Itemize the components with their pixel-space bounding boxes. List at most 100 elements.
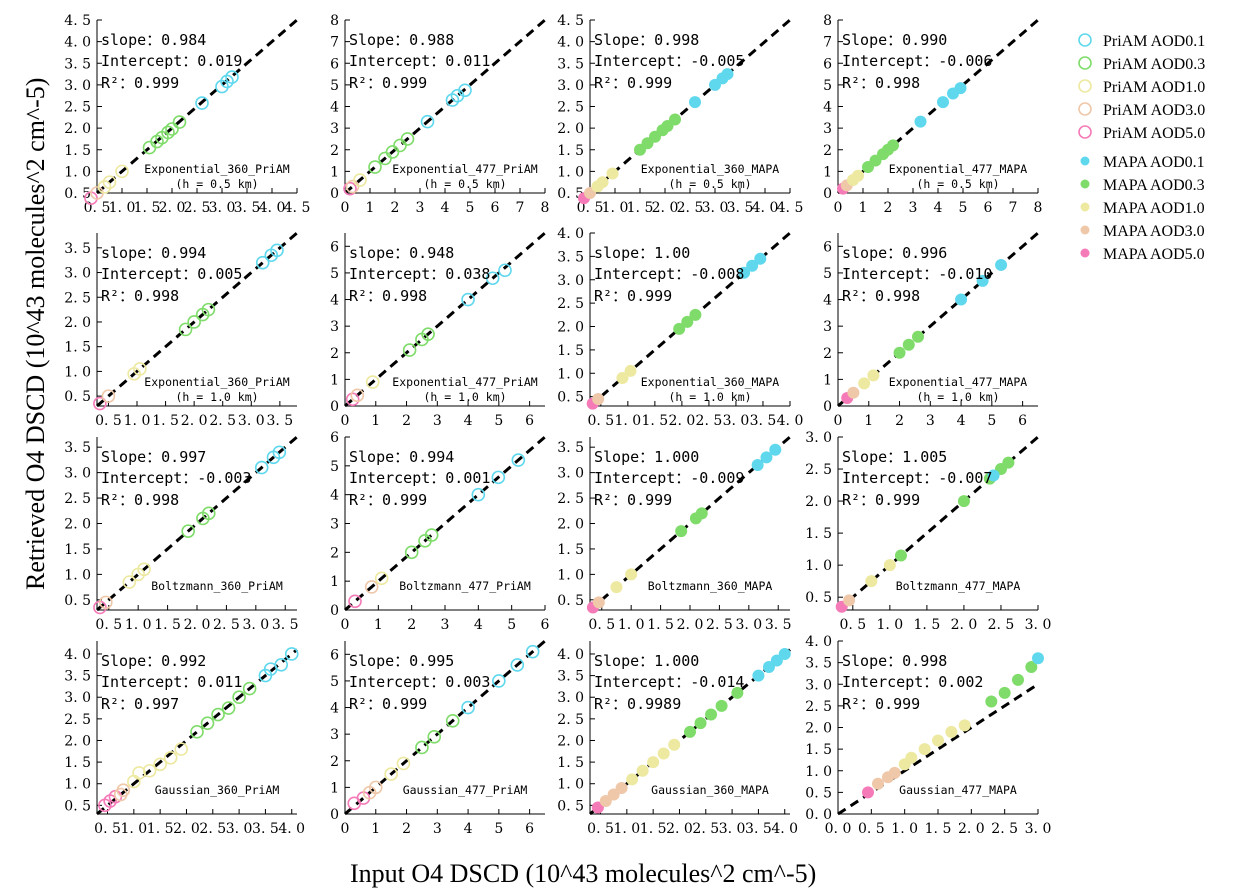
data-point — [754, 252, 767, 265]
slope-text: slope：0.984 — [101, 31, 206, 49]
y-tick-label: 2. 0 — [64, 121, 91, 137]
y-tick-label: 5 — [330, 674, 339, 690]
data-point — [932, 734, 944, 747]
intercept-text: Intercept：0.002 — [842, 673, 983, 691]
x-tick-label: 3. 0 — [242, 617, 269, 633]
x-tick-label: 4 — [464, 821, 473, 837]
y-tick-label: 2 — [823, 346, 832, 362]
y-tick-label: 3. 0 — [64, 690, 91, 706]
data-point — [606, 167, 619, 180]
panel-9: 0. 51. 01. 52. 02. 53. 03. 50. 5 1. 0 1. 5… — [64, 435, 299, 633]
panel-name: Gaussian_360_PriAM — [155, 783, 280, 797]
panel-14: 0 1 2 3 4 5 6 0 1 2 3 4 5 6 Slope：0.995 Intercept：0.003… — [330, 639, 546, 837]
data-point — [902, 338, 915, 351]
data-point — [894, 549, 907, 562]
y-tick-label: 5 — [330, 78, 339, 94]
y-tick-label: 3. 0 — [64, 78, 91, 94]
intercept-text: Intercept：-0.006 — [842, 52, 992, 70]
slope-text: Slope：1.000 — [594, 652, 699, 670]
data-point — [955, 293, 968, 306]
r2-text: R²：0.998 — [101, 491, 179, 509]
x-tick-label: 6 — [491, 200, 500, 216]
x-tick-label: 2 — [402, 821, 411, 837]
legend-label: MAPA AOD0.1 — [1103, 154, 1205, 171]
y-tick-label: 7 — [330, 35, 339, 51]
data-point — [525, 644, 540, 659]
y-tick-label: 1. 5 — [557, 755, 584, 771]
x-tick-label: 4. 5 — [284, 200, 311, 216]
x-tick-label: 4 — [474, 617, 483, 633]
data-point — [592, 392, 605, 405]
data-point — [270, 243, 284, 258]
data-point — [461, 700, 475, 715]
r2-text: R²：0.998 — [842, 74, 920, 92]
data-point — [163, 750, 178, 765]
x-tick-label: 3. 5 — [727, 200, 754, 216]
y-tick-label: 2. 0 — [805, 721, 832, 737]
r2-text: R²：0.999 — [594, 287, 672, 305]
x-tick-label: 6 — [525, 413, 534, 429]
x-tick-label: 4. 0 — [752, 200, 779, 216]
x-tick-label: 1. 0 — [876, 617, 903, 633]
data-point — [165, 122, 179, 136]
data-point — [751, 458, 764, 471]
y-tick-label: 6 — [330, 239, 339, 255]
panel-name: Exponential_477_PriAM — [392, 375, 537, 389]
legend-item: MAPA AOD0.1 — [1080, 154, 1205, 171]
legend-label: MAPA AOD3.0 — [1103, 223, 1205, 240]
x-tick-label: 3. 5 — [745, 821, 772, 837]
x-tick-label: 3. 0 — [735, 617, 762, 633]
data-point — [492, 674, 506, 688]
y-tick-label: 1. 5 — [64, 340, 91, 356]
y-tick-label: 2. 5 — [805, 699, 832, 715]
panel-name: Exponential_360_MAPA — [641, 375, 780, 389]
x-tick-label: 3 — [441, 617, 450, 633]
y-tick-label: 3. 0 — [557, 690, 584, 706]
x-tick-label: 1 — [859, 200, 868, 216]
x-tick-label: 2. 0 — [958, 821, 985, 837]
y-tick-label: 3 — [823, 121, 832, 137]
data-point — [945, 725, 958, 738]
x-tick-label: 1. 5 — [152, 413, 179, 429]
data-point — [591, 801, 604, 814]
data-point — [133, 362, 147, 376]
y-tick-label: 3. 5 — [557, 56, 584, 72]
legend-marker — [1078, 79, 1092, 93]
data-point — [862, 786, 874, 799]
data-point — [254, 460, 269, 475]
data-point — [368, 160, 382, 174]
data-point — [161, 125, 175, 140]
x-tick-label: 0 — [341, 617, 350, 633]
slope-text: Slope：0.998 — [594, 31, 699, 49]
y-tick-label: 0. 5 — [557, 593, 584, 609]
r2-text: R²：0.999 — [842, 695, 920, 713]
data-point — [187, 315, 201, 329]
y-tick-label: 2. 5 — [64, 491, 91, 507]
x-tick-label: 1. 0 — [120, 821, 147, 837]
data-point — [887, 139, 899, 152]
x-tick-label: 1. 5 — [642, 413, 669, 429]
data-point — [625, 568, 638, 581]
panel-16: 0. 0 0. 5 1. 0 1. 5 2. 0 2. 5 3. 0 3. 5 4. 0 0. 0… — [805, 634, 1051, 837]
y-tick-label: 4 — [823, 293, 832, 309]
panel-name: Boltzmann_360_MAPA — [648, 579, 773, 593]
panel-12: 0. 5 1. 0 1. 5 2. 0 2. 5 3. 0 0. 5 1. 0 1. 5 2. 0… — [805, 430, 1051, 633]
data-point — [101, 389, 116, 403]
y-tick-label: 4 — [823, 100, 832, 116]
slope-text: Slope：0.998 — [842, 652, 947, 670]
panel-name: Exponential_477_MAPA — [889, 375, 1028, 389]
r2-text: R²：0.999 — [349, 491, 427, 509]
data-point — [200, 716, 215, 730]
data-point — [610, 581, 623, 594]
y-tick-label: 0. 5 — [64, 389, 91, 405]
data-point — [657, 747, 670, 760]
y-tick-label: 3. 5 — [557, 249, 584, 265]
data-point — [918, 743, 931, 756]
data-point — [420, 114, 435, 129]
slope-text: Slope：0.997 — [101, 448, 206, 466]
x-tick-label: 1. 5 — [647, 617, 674, 633]
y-tick-label: 3 — [330, 517, 339, 533]
data-point — [1025, 660, 1038, 673]
panel-height-label: (h = 0.5 km) — [668, 177, 751, 191]
